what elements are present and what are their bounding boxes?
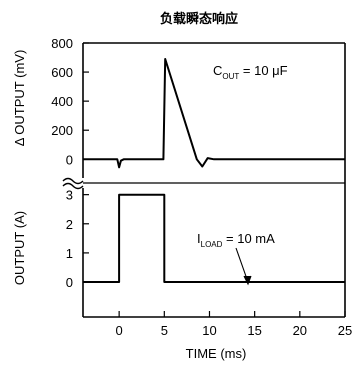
- top-y-tick-label: 800: [51, 36, 73, 51]
- x-ticks: 0 5 10 15 20 25: [116, 311, 352, 338]
- bottom-y-tick-label: 0: [66, 275, 73, 290]
- bottom-y-tick-label: 2: [66, 217, 73, 232]
- top-y-ticks: 800 600 400 200 0: [51, 36, 89, 167]
- x-tick-label: 5: [161, 323, 168, 338]
- iload-annotation: ILOAD = 10 mA: [197, 231, 275, 249]
- bottom-y-tick-label: 3: [66, 188, 73, 203]
- bottom-y-ticks: 3 2 1 0: [66, 188, 89, 290]
- load-current-series-line: [83, 193, 345, 283]
- output-voltage-series-line: [83, 58, 345, 169]
- cout-annotation: COUT = 10 μF: [213, 63, 288, 81]
- iload-main: I: [197, 231, 201, 246]
- series-layer: [83, 58, 345, 283]
- x-tick-label: 25: [338, 323, 352, 338]
- axis-break-icon: [62, 177, 84, 190]
- x-tick-label: 10: [202, 323, 216, 338]
- iload-arrow-icon: [235, 247, 252, 286]
- top-y-tick-label: 600: [51, 65, 73, 80]
- bottom-y-axis-label: OUTPUT (A): [12, 211, 27, 285]
- cout-rest: = 10 μF: [239, 63, 287, 78]
- iload-rest: = 10 mA: [222, 231, 275, 246]
- x-tick-label: 15: [247, 323, 261, 338]
- x-tick-label: 20: [293, 323, 307, 338]
- top-y-tick-label: 200: [51, 123, 73, 138]
- top-y-axis-label: Δ OUTPUT (mV): [12, 50, 27, 147]
- top-y-tick-label: 0: [66, 152, 73, 167]
- x-tick-label: 0: [116, 323, 123, 338]
- iload-sub: LOAD: [201, 240, 223, 249]
- bottom-y-tick-label: 1: [66, 246, 73, 261]
- top-y-tick-label: 400: [51, 94, 73, 109]
- cout-sub: OUT: [222, 72, 239, 81]
- plot-frame: [82, 42, 346, 318]
- chart-title: 负载瞬态响应: [160, 11, 238, 27]
- cout-main: C: [213, 63, 222, 78]
- x-axis-label: TIME (ms): [186, 346, 247, 361]
